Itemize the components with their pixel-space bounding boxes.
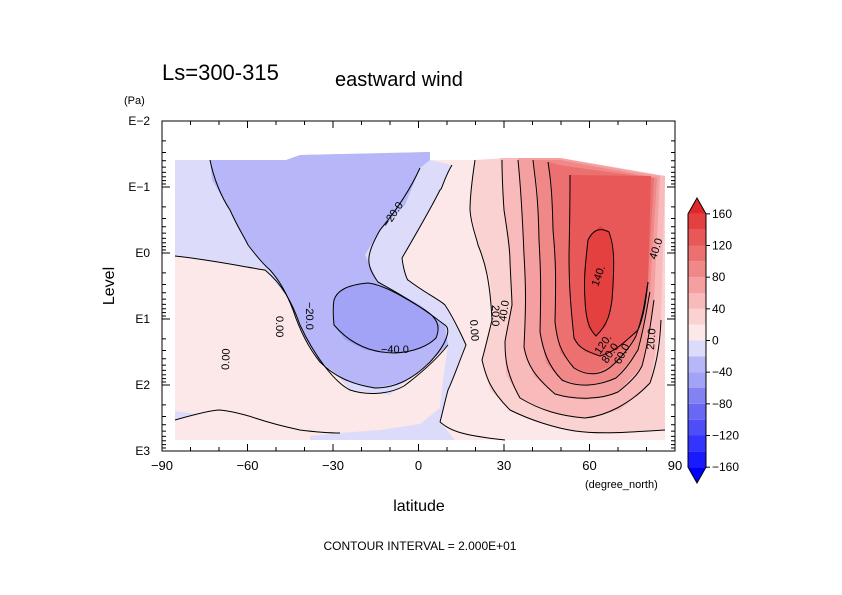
y-tick-label: E−1 <box>128 180 150 194</box>
x-tick-label: 30 <box>497 458 511 473</box>
colorbar-bin <box>688 293 706 309</box>
y-tick-label: E0 <box>135 246 150 260</box>
fill-140-to-160 <box>584 226 614 336</box>
contour-line-0-west <box>174 255 449 394</box>
contour-line-neg40 <box>332 282 439 354</box>
x-tick-label: −30 <box>322 458 344 473</box>
x-tick-label: 0 <box>415 458 422 473</box>
contour-fill-layer <box>175 152 665 440</box>
contour-label-0-center: 0.00 <box>467 319 480 341</box>
colorbar-ticks <box>706 213 710 468</box>
x-tick-label: −60 <box>236 458 258 473</box>
y-tick-label: E−2 <box>128 114 150 128</box>
x-tick-labels: −90 −60 −30 0 30 60 90 <box>151 458 682 473</box>
contour-line-0-low <box>174 409 341 434</box>
contour-line-80 <box>532 159 651 386</box>
contour-interval-note: CONTOUR INTERVAL = 2.000E+01 <box>324 539 517 553</box>
colorbar: −160 −120 −80 −40 0 40 80 120 160 <box>687 196 739 485</box>
fill-neg60-to-neg40 <box>334 283 440 353</box>
colorbar-bin <box>688 435 706 452</box>
x-tick-lines <box>161 121 676 451</box>
x-axis-title: latitude <box>393 498 445 515</box>
x-tick-label: 90 <box>668 458 682 473</box>
contour-line-60 <box>517 159 655 399</box>
y-tick-label: E2 <box>135 378 150 392</box>
colorbar-label: 120 <box>712 239 732 253</box>
colorbar-bin <box>688 451 706 468</box>
colorbar-bin <box>688 261 706 278</box>
contour-label-40-west: 40.0 <box>497 300 512 323</box>
colorbar-bin <box>688 467 706 483</box>
contour-label-neg40: −40.0 <box>381 344 409 356</box>
colorbar-bin <box>688 419 706 436</box>
colorbar-label: 80 <box>712 270 726 284</box>
colorbar-bin <box>688 372 706 388</box>
contour-line-40 <box>501 159 662 419</box>
contour-line-0-center <box>401 164 467 423</box>
contour-line-120 <box>568 174 649 357</box>
colorbar-label: −80 <box>712 397 733 411</box>
contour-label-20-east: 20.0 <box>645 328 658 350</box>
contour-label-neg20-mid: −20.0 <box>303 302 315 330</box>
y-axis-title: Level <box>101 267 118 305</box>
y-unit-label: (Pa) <box>124 95 145 107</box>
colorbar-label: 0 <box>712 334 719 348</box>
colorbar-bin <box>688 340 706 357</box>
contour-line-neg20 <box>209 159 449 389</box>
fill-0-to-20-lower-west <box>175 410 340 440</box>
colorbar-bin <box>688 245 706 262</box>
contour-line-140 <box>583 229 615 337</box>
colorbar-bin <box>688 213 706 230</box>
y-tick-lines <box>162 120 675 452</box>
colorbar-bin <box>688 277 706 293</box>
colorbar-bin <box>688 229 706 246</box>
contour-label-20: 20.0 <box>489 305 501 326</box>
contour-label-0-west: 0.00 <box>273 316 285 337</box>
x-tick-label: −90 <box>151 458 173 473</box>
plot-area: −90 −60 −30 0 30 60 90 E3 E2 E1 E0 E−1 E−2 <box>128 114 682 473</box>
fill-neg20-lower-pocket <box>310 433 350 440</box>
colorbar-bin <box>688 324 706 341</box>
colorbar-bin <box>688 388 706 404</box>
fill-0-to-20-south <box>175 256 448 433</box>
x-tick-label: 60 <box>582 458 596 473</box>
colorbar-bins <box>687 196 707 485</box>
colorbar-label: 40 <box>712 302 726 316</box>
contour-label-0-lower-west: 0.00 <box>220 348 233 370</box>
colorbar-bin <box>688 308 706 325</box>
colorbar-label: 160 <box>712 207 732 221</box>
contour-line-0-lower-right <box>439 421 506 441</box>
chart-subtitle: eastward wind <box>335 69 463 91</box>
colorbar-label: −160 <box>712 460 739 474</box>
contour-line-layer <box>174 159 666 441</box>
colorbar-bin <box>688 198 706 214</box>
contour-line-20 <box>469 159 666 434</box>
colorbar-label: −40 <box>712 365 733 379</box>
chart-title: Ls=300-315 <box>162 60 279 85</box>
colorbar-label: −120 <box>712 429 739 443</box>
y-tick-label: E3 <box>135 444 150 458</box>
colorbar-bin <box>688 403 706 420</box>
y-tick-label: E1 <box>135 312 150 326</box>
colorbar-bin <box>688 356 706 373</box>
colorbar-labels: −160 −120 −80 −40 0 40 80 120 160 <box>712 207 739 474</box>
x-unit-label: (degree_north) <box>585 479 658 491</box>
y-tick-labels: E3 E2 E1 E0 E−1 E−2 <box>128 114 150 458</box>
contour-line-100 <box>547 161 649 375</box>
